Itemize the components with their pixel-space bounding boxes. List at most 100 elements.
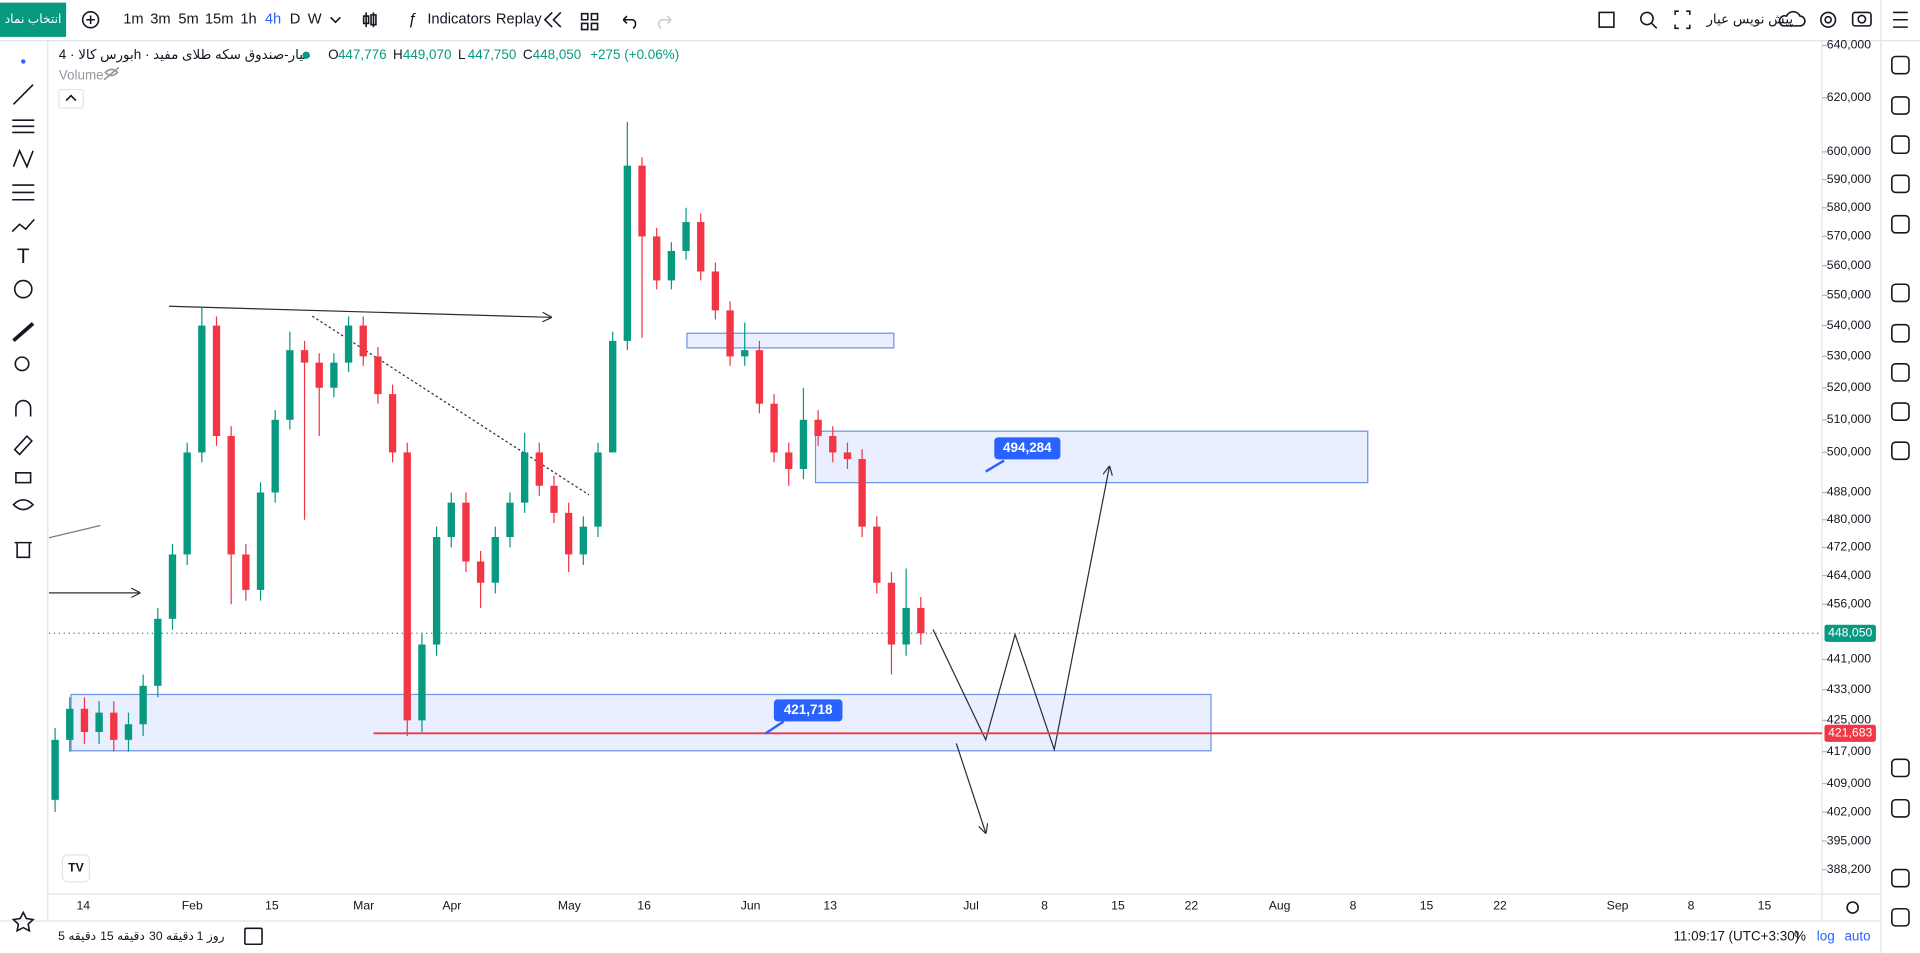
interval-button[interactable]: W xyxy=(308,12,322,28)
range-button[interactable]: 15 دقیقه xyxy=(100,929,145,943)
sidebar-button[interactable] xyxy=(1891,174,1910,194)
arrow-line[interactable] xyxy=(168,305,551,317)
interval-button[interactable]: 1m xyxy=(123,12,143,28)
y-tick-label: 640,000 xyxy=(1827,38,1871,52)
add-symbol[interactable] xyxy=(81,11,100,29)
y-tick-label: 620,000 xyxy=(1827,90,1871,104)
sidebar-button[interactable] xyxy=(1891,402,1910,421)
candle-body xyxy=(594,452,602,527)
trash-tool[interactable] xyxy=(14,541,32,559)
settings-icon[interactable] xyxy=(1820,11,1837,28)
candle-body xyxy=(873,526,881,583)
interval-button[interactable]: 1h xyxy=(240,12,256,28)
right-toolbar xyxy=(1891,55,1910,927)
undo[interactable] xyxy=(622,15,637,30)
date-range-icon[interactable] xyxy=(244,927,263,946)
sidebar-button[interactable] xyxy=(1891,441,1910,461)
sidebar-button[interactable] xyxy=(1891,214,1910,234)
sidebar-button[interactable] xyxy=(1891,363,1910,382)
callout-label: 421,718 xyxy=(784,702,833,717)
forecast-tool[interactable] xyxy=(11,218,35,233)
interval-dropdown[interactable] xyxy=(330,16,341,24)
sidebar-button[interactable] xyxy=(1891,798,1910,818)
range-button[interactable]: 30 دقیقه xyxy=(149,929,194,943)
log-toggle[interactable]: log xyxy=(1817,928,1835,943)
symbol-button[interactable] xyxy=(0,2,67,37)
replay-icon[interactable] xyxy=(543,11,562,28)
favorites[interactable] xyxy=(11,910,35,933)
forecast-path-alt[interactable] xyxy=(955,743,985,832)
upper-zone[interactable] xyxy=(686,332,895,349)
interval-button[interactable]: 15m xyxy=(205,12,234,28)
search-icon[interactable] xyxy=(1640,11,1654,26)
pattern-tool[interactable] xyxy=(12,148,34,169)
candle-body xyxy=(902,607,910,645)
x-tick-label: May xyxy=(558,899,582,913)
fx-icon[interactable]: ƒ xyxy=(408,11,417,28)
candle-body xyxy=(653,236,661,281)
volume-hidden-icon[interactable] xyxy=(103,66,120,81)
callout[interactable] xyxy=(994,437,1061,460)
tv-logo[interactable] xyxy=(61,854,90,883)
x-tick-label: Sep xyxy=(1607,899,1629,913)
callout[interactable] xyxy=(773,699,843,722)
interval-button[interactable]: 3m xyxy=(150,12,170,28)
percent-toggle[interactable]: % xyxy=(1794,928,1806,943)
emoji-tool[interactable] xyxy=(13,279,33,299)
sidebar-button[interactable] xyxy=(1891,135,1910,155)
sidebar-button[interactable] xyxy=(1891,868,1910,888)
y-tick-label: 472,000 xyxy=(1827,540,1871,554)
demand-zone[interactable] xyxy=(70,693,1212,752)
sidebar-button[interactable] xyxy=(1891,323,1910,343)
y-tick-label: 425,000 xyxy=(1827,713,1871,727)
forecast-path[interactable] xyxy=(932,467,1109,752)
trendline-tool[interactable] xyxy=(12,84,34,105)
text-tool[interactable]: T xyxy=(17,245,30,268)
supply-zone[interactable] xyxy=(814,430,1369,484)
axis-settings[interactable] xyxy=(1846,901,1859,914)
zoom-tool[interactable] xyxy=(14,356,30,372)
sidebar-button[interactable] xyxy=(1891,55,1910,75)
candle-body xyxy=(110,712,118,740)
candle-body xyxy=(462,502,470,562)
interval-button[interactable]: 5m xyxy=(178,12,198,28)
menu-icon[interactable] xyxy=(1893,11,1908,28)
layout-icon[interactable] xyxy=(580,12,599,31)
trend-line[interactable] xyxy=(48,524,101,539)
replay-button[interactable]: Replay xyxy=(496,12,542,28)
chart-type-icon[interactable] xyxy=(362,12,377,28)
draw-mode-tool[interactable] xyxy=(13,434,33,456)
ohlc-key: O xyxy=(328,47,338,62)
search-handle xyxy=(1651,22,1658,29)
symbol-button-label[interactable]: انتخاب نماد xyxy=(5,12,62,26)
auto-toggle[interactable]: auto xyxy=(1844,928,1870,943)
ruler-tool[interactable] xyxy=(12,322,35,342)
interval-button[interactable]: 4h xyxy=(265,12,281,28)
cloud-icon[interactable] xyxy=(1778,10,1806,27)
interval-button[interactable]: D xyxy=(290,12,301,28)
indicators-button[interactable]: Indicators xyxy=(427,12,491,28)
lock-tool[interactable] xyxy=(15,472,32,484)
fib-tool[interactable] xyxy=(12,119,35,134)
candle-body xyxy=(579,526,588,555)
sidebar-button[interactable] xyxy=(1891,758,1910,778)
range-button[interactable]: 5 دقیقه xyxy=(58,929,96,943)
range-button[interactable]: 1 روز xyxy=(197,929,225,944)
sidebar-button[interactable] xyxy=(1891,283,1910,303)
candle-body xyxy=(271,419,279,493)
x-tick-label: 15 xyxy=(1758,899,1772,913)
expand-icon[interactable] xyxy=(1674,10,1691,30)
ohlc-value: 447,750 xyxy=(468,47,517,62)
layout-name[interactable]: پیش نویس عیار xyxy=(1705,11,1793,27)
collapse-legend[interactable] xyxy=(58,88,84,109)
fullscreen-box[interactable] xyxy=(1598,11,1615,28)
sidebar-button[interactable] xyxy=(1891,96,1910,115)
magnet-tool[interactable] xyxy=(15,399,32,417)
redo[interactable] xyxy=(657,15,672,30)
sidebar-button[interactable] xyxy=(1891,907,1910,927)
prediction-tool[interactable] xyxy=(12,184,35,201)
visibility-tool[interactable] xyxy=(12,498,35,511)
cursor-tool[interactable] xyxy=(21,59,26,64)
camera-icon[interactable] xyxy=(1851,11,1872,27)
